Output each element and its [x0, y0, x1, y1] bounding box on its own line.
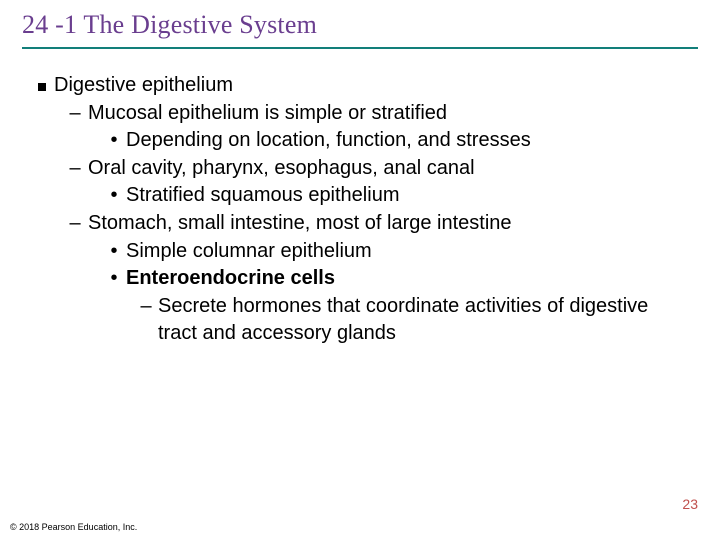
square-bullet-icon [30, 72, 54, 100]
bullet-l1: – Stomach, small intestine, most of larg… [62, 210, 690, 238]
bullet-text: Enteroendocrine cells [126, 265, 690, 293]
bullet-text: Stratified squamous epithelium [126, 182, 690, 210]
bullet-l0: Digestive epithelium [30, 72, 690, 100]
bullet-l1: – Mucosal epithelium is simple or strati… [62, 100, 690, 128]
slide: 24 -1 The Digestive System Digestive epi… [0, 0, 720, 540]
bullet-l2: • Stratified squamous epithelium [102, 182, 690, 210]
title-underline [22, 47, 698, 49]
bullet-text: Oral cavity, pharynx, esophagus, anal ca… [88, 155, 690, 183]
page-number: 23 [682, 496, 698, 512]
bullet-text: Mucosal epithelium is simple or stratifi… [88, 100, 690, 128]
dot-bullet-icon: • [102, 127, 126, 155]
bullet-text: Secrete hormones that coordinate activit… [158, 293, 690, 348]
slide-body: Digestive epithelium – Mucosal epitheliu… [30, 72, 690, 348]
bullet-l2: • Depending on location, function, and s… [102, 127, 690, 155]
bullet-l2: • Enteroendocrine cells [102, 265, 690, 293]
dash-bullet-icon: – [62, 100, 88, 128]
copyright-text: © 2018 Pearson Education, Inc. [10, 522, 137, 532]
bullet-text: Depending on location, function, and str… [126, 127, 690, 155]
dash-bullet-icon: – [62, 210, 88, 238]
bullet-l3: – Secrete hormones that coordinate activ… [134, 293, 690, 348]
dot-bullet-icon: • [102, 265, 126, 293]
bullet-l2: • Simple columnar epithelium [102, 238, 690, 266]
bullet-l1: – Oral cavity, pharynx, esophagus, anal … [62, 155, 690, 183]
dot-bullet-icon: • [102, 182, 126, 210]
dot-bullet-icon: • [102, 238, 126, 266]
dash-bullet-icon: – [134, 293, 158, 321]
dash-bullet-icon: – [62, 155, 88, 183]
bullet-text: Simple columnar epithelium [126, 238, 690, 266]
bullet-text: Digestive epithelium [54, 72, 690, 100]
bullet-text: Stomach, small intestine, most of large … [88, 210, 690, 238]
slide-title: 24 -1 The Digestive System [22, 10, 317, 40]
